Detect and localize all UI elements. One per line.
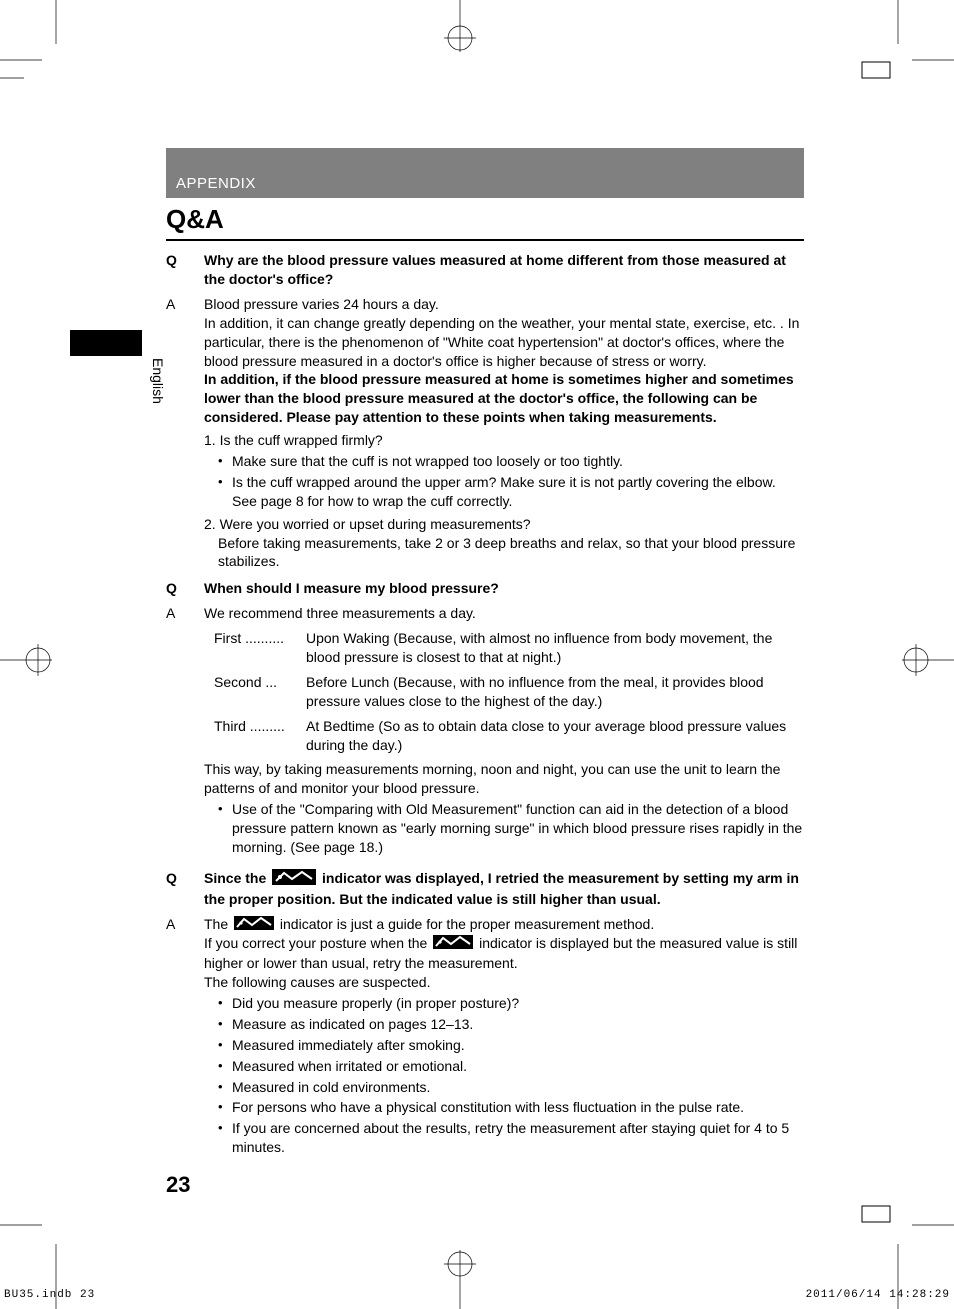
a3-line1: The indicator is just a guide for the pr…: [204, 915, 804, 935]
bullet: Measured immediately after smoking.: [218, 1036, 804, 1055]
q-label: Q: [166, 579, 204, 598]
timing-text: Upon Waking (Because, with almost no inf…: [306, 629, 804, 667]
a3-body: The indicator is just a guide for the pr…: [204, 915, 804, 1159]
a3-pre2: If you correct your posture when the: [204, 935, 431, 951]
a1-line2: In addition, it can change greatly depen…: [204, 314, 804, 371]
a3-pre1: The: [204, 916, 232, 932]
timing-table: First .......... Upon Waking (Because, w…: [214, 629, 804, 754]
bullet: Use of the "Comparing with Old Measureme…: [218, 800, 804, 857]
timing-row: Third ......... At Bedtime (So as to obt…: [214, 717, 804, 755]
timing-text: At Bedtime (So as to obtain data close t…: [306, 717, 804, 755]
a3-line3: The following causes are suspected.: [204, 973, 804, 992]
a1-body: Blood pressure varies 24 hours a day. In…: [204, 295, 804, 571]
a1-num1: 1. Is the cuff wrapped firmly?: [204, 431, 804, 450]
a3-line2: If you correct your posture when the ind…: [204, 934, 804, 973]
arm-position-indicator-icon: [234, 916, 274, 935]
bullet: Did you measure properly (in proper post…: [218, 994, 804, 1013]
bullet: Measured in cold environments.: [218, 1078, 804, 1097]
a1-num2-sub: Before taking measurements, take 2 or 3 …: [204, 534, 804, 572]
timing-label: Second ...: [214, 673, 306, 711]
q2-text: When should I measure my blood pressure?: [204, 579, 804, 598]
timing-label: Third .........: [214, 717, 306, 755]
bullet: For persons who have a physical constitu…: [218, 1098, 804, 1117]
q1-text: Why are the blood pressure values measur…: [204, 251, 804, 289]
timing-row: First .......... Upon Waking (Because, w…: [214, 629, 804, 667]
bullet: Measured when irritated or emotional.: [218, 1057, 804, 1076]
language-tab-bg: [70, 330, 142, 356]
a-label: A: [166, 295, 204, 571]
q3-pre: Since the: [204, 870, 270, 886]
q3-text: Since the indicator was displayed, I ret…: [204, 869, 804, 909]
a3-bullets: Did you measure properly (in proper post…: [204, 994, 804, 1157]
timing-row: Second ... Before Lunch (Because, with n…: [214, 673, 804, 711]
arm-position-indicator-icon: [272, 869, 316, 890]
q-label: Q: [166, 869, 204, 909]
section-header: APPENDIX: [166, 148, 804, 198]
timing-text: Before Lunch (Because, with no influence…: [306, 673, 804, 711]
a1-num1-bullets: Make sure that the cuff is not wrapped t…: [204, 452, 804, 511]
section-header-label: APPENDIX: [176, 174, 256, 194]
language-label: English: [148, 358, 167, 404]
footer-filename: BU35.indb 23: [4, 1288, 95, 1303]
a2-body: We recommend three measurements a day. F…: [204, 604, 804, 859]
footer-timestamp: 2011/06/14 14:28:29: [806, 1288, 950, 1303]
timing-label: First ..........: [214, 629, 306, 667]
a1-bold: In addition, if the blood pressure measu…: [204, 370, 804, 427]
arm-position-indicator-icon: [433, 935, 473, 954]
page-number: 23: [166, 1170, 190, 1200]
a-label: A: [166, 604, 204, 859]
a1-line1: Blood pressure varies 24 hours a day.: [204, 295, 804, 314]
a2-line1: We recommend three measurements a day.: [204, 604, 804, 623]
a1-num2: 2. Were you worried or upset during meas…: [204, 515, 804, 534]
bullet: Is the cuff wrapped around the upper arm…: [218, 473, 804, 511]
a2-after-bullets: Use of the "Comparing with Old Measureme…: [204, 800, 804, 857]
page-title: Q&A: [166, 198, 804, 241]
a2-after: This way, by taking measurements morning…: [204, 760, 804, 798]
page-content: APPENDIX Q&A Q Why are the blood pressur…: [166, 148, 804, 1159]
a-label: A: [166, 915, 204, 1159]
bullet: Make sure that the cuff is not wrapped t…: [218, 452, 804, 471]
a3-mid1: indicator is just a guide for the proper…: [276, 916, 654, 932]
bullet: Measure as indicated on pages 12–13.: [218, 1015, 804, 1034]
bullet: If you are concerned about the results, …: [218, 1119, 804, 1157]
q-label: Q: [166, 251, 204, 289]
